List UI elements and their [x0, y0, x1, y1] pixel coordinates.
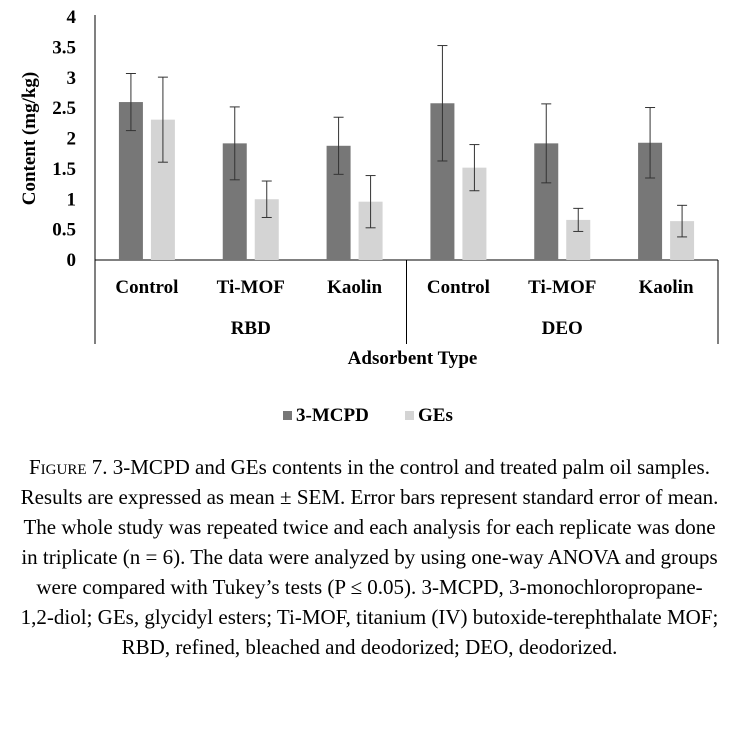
chart-legend: 3-MCPD GEs	[283, 405, 453, 426]
group-label: RBD	[231, 318, 271, 339]
category-label: Ti-MOF	[528, 277, 596, 298]
y-tick-label: 0.5	[52, 220, 76, 241]
category-label: Control	[427, 277, 490, 298]
category-label: Kaolin	[639, 277, 694, 298]
figure-number: 7.	[86, 455, 108, 479]
group-label: DEO	[542, 318, 583, 339]
x-axis-title: Adsorbent Type	[348, 348, 478, 369]
y-tick-label: 3	[67, 68, 77, 89]
figure-caption: Figure 7. 3-MCPD and GEs contents in the…	[20, 452, 719, 662]
category-label: Ti-MOF	[217, 277, 285, 298]
y-tick-label: 0	[67, 250, 77, 271]
caption-text: 3-MCPD and GEs contents in the control a…	[20, 455, 719, 659]
legend-label: GEs	[418, 405, 453, 426]
y-tick-label: 1	[67, 189, 77, 210]
y-tick-label: 2	[67, 129, 77, 150]
y-tick-label: 4	[67, 7, 77, 28]
chart-axes	[94, 15, 719, 344]
y-axis-title: Content (mg/kg)	[19, 72, 40, 206]
bar-chart: 0 0.5 1 1.5 2 2.5 3 3.5 4 Content (mg/kg) Control T…	[19, 7, 719, 426]
chart-labels: 0 0.5 1 1.5 2 2.5 3 3.5 4 Content (mg/kg) Control T…	[19, 7, 694, 369]
y-tick-label: 3.5	[52, 37, 76, 58]
y-tick-label: 1.5	[52, 159, 76, 180]
legend-swatch	[283, 411, 292, 420]
legend-label: 3-MCPD	[296, 405, 369, 426]
y-tick-label: 2.5	[52, 98, 76, 119]
chart-bars	[118, 102, 695, 260]
bar	[118, 102, 143, 260]
figure-word: Figure	[29, 455, 87, 479]
category-label: Kaolin	[327, 277, 382, 298]
chart-error-bars	[125, 45, 688, 238]
category-label: Control	[115, 277, 178, 298]
legend-swatch	[405, 411, 414, 420]
